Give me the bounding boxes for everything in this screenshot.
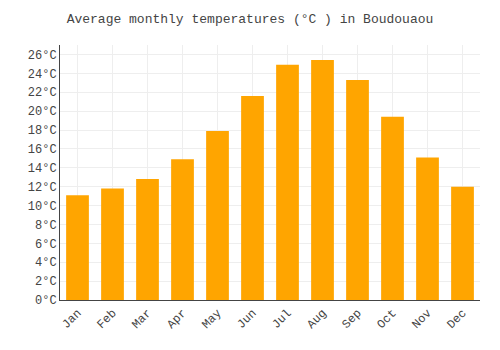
svg-text:24°C: 24°C bbox=[28, 68, 57, 82]
svg-text:26°C: 26°C bbox=[28, 49, 57, 63]
svg-text:Nov: Nov bbox=[409, 307, 434, 332]
svg-text:14°C: 14°C bbox=[28, 162, 57, 176]
svg-text:May: May bbox=[199, 307, 224, 332]
svg-text:Oct: Oct bbox=[374, 307, 399, 332]
svg-text:20°C: 20°C bbox=[28, 105, 57, 119]
svg-text:Dec: Dec bbox=[444, 307, 469, 332]
svg-text:Apr: Apr bbox=[164, 307, 189, 332]
svg-text:2°C: 2°C bbox=[35, 275, 57, 289]
svg-text:Average monthly temperatures (: Average monthly temperatures (°C ) in Bo… bbox=[67, 12, 434, 27]
svg-text:4°C: 4°C bbox=[35, 256, 57, 270]
svg-text:Feb: Feb bbox=[94, 307, 119, 332]
svg-text:22°C: 22°C bbox=[28, 86, 57, 100]
svg-text:Aug: Aug bbox=[304, 307, 329, 332]
svg-text:Jun: Jun bbox=[234, 307, 259, 332]
svg-text:Jul: Jul bbox=[269, 307, 294, 332]
svg-text:6°C: 6°C bbox=[35, 238, 57, 252]
svg-text:18°C: 18°C bbox=[28, 124, 57, 138]
svg-text:10°C: 10°C bbox=[28, 200, 57, 214]
svg-text:Jan: Jan bbox=[59, 307, 84, 332]
svg-text:8°C: 8°C bbox=[35, 219, 57, 233]
svg-text:Mar: Mar bbox=[129, 307, 154, 332]
svg-text:0°C: 0°C bbox=[35, 294, 57, 308]
svg-text:Sep: Sep bbox=[339, 307, 364, 332]
svg-text:16°C: 16°C bbox=[28, 143, 57, 157]
svg-text:12°C: 12°C bbox=[28, 181, 57, 195]
